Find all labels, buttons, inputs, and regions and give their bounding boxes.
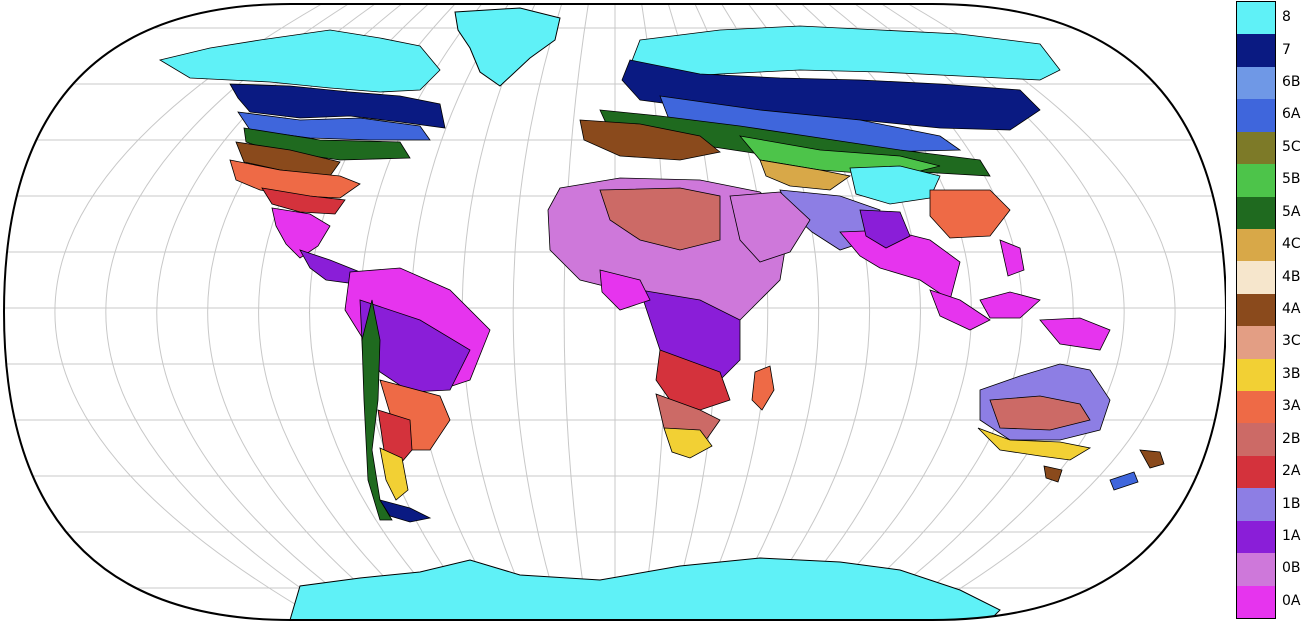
arabia <box>729 191 811 263</box>
world-map <box>0 0 1226 622</box>
legend-swatch-6b <box>1237 66 1275 100</box>
meridian-line <box>563 4 589 620</box>
legend-swatch-4b <box>1237 261 1275 295</box>
legend-swatch-5c <box>1237 131 1275 165</box>
legend-swatch-7 <box>1237 34 1275 68</box>
legend-label: 1A <box>1282 527 1301 544</box>
legend-swatch-2a <box>1237 455 1275 489</box>
antarctica <box>289 557 1001 620</box>
legend-label: 5B <box>1282 171 1301 188</box>
north-america <box>158 29 446 285</box>
legend-label: 2B <box>1282 430 1301 447</box>
legend-swatch-3c <box>1237 326 1275 360</box>
legend-swatch-0b <box>1237 553 1275 587</box>
legend-swatch-5b <box>1237 164 1275 197</box>
south-america <box>344 267 491 523</box>
legend-swatch-8 <box>1237 2 1275 35</box>
legend-label: 6B <box>1282 74 1301 91</box>
new-zealand <box>1109 449 1165 491</box>
colorbar <box>1236 1 1276 619</box>
legend-label: 5C <box>1282 138 1301 155</box>
legend-swatch-4c <box>1237 228 1275 262</box>
legend-label: 1B <box>1282 495 1301 512</box>
legend-swatch-1b <box>1237 488 1275 522</box>
legend-label: 0B <box>1282 560 1301 577</box>
meridian-line <box>54 4 322 620</box>
eurasia <box>579 25 1061 301</box>
africa <box>547 177 791 459</box>
legend-swatch-3b <box>1237 358 1275 392</box>
legend-swatch-2b <box>1237 423 1275 457</box>
legend-swatch-5a <box>1237 196 1275 230</box>
legend-label: 6A <box>1282 106 1301 123</box>
greenland <box>454 7 561 87</box>
meridian-line <box>512 4 563 620</box>
legend-label: 2A <box>1282 463 1301 480</box>
legend-label: 4A <box>1282 301 1301 317</box>
ocean <box>0 0 1226 622</box>
legend-swatch-1a <box>1237 520 1275 554</box>
legend: 8 7 6B 6A 5C 5B 5A 4C 4B 4A 3C 3B 3A 2B 2A 1B 1A 0B 0A <box>1236 1 1304 619</box>
meridian-line <box>105 4 349 620</box>
australia <box>977 363 1111 483</box>
legend-swatch-3a <box>1237 391 1275 424</box>
map-border <box>2 3 1226 621</box>
legend-label: 0A <box>1282 592 1301 609</box>
legend-label: 4B <box>1282 268 1301 285</box>
meridian-line <box>908 4 1176 620</box>
legend-swatch-6a <box>1237 99 1275 133</box>
legend-label: 4C <box>1282 236 1301 253</box>
legend-swatch-0a <box>1237 585 1275 619</box>
southeast-asia <box>929 239 1111 351</box>
legend-label: 5A <box>1282 203 1301 220</box>
legend-label: 7 <box>1282 41 1291 58</box>
legend-label: 3B <box>1282 365 1301 382</box>
legend-label: 8 <box>1282 9 1291 26</box>
legend-swatch-4a <box>1237 293 1275 327</box>
legend-label: 3A <box>1282 398 1301 415</box>
legend-label: 3C <box>1282 333 1301 350</box>
